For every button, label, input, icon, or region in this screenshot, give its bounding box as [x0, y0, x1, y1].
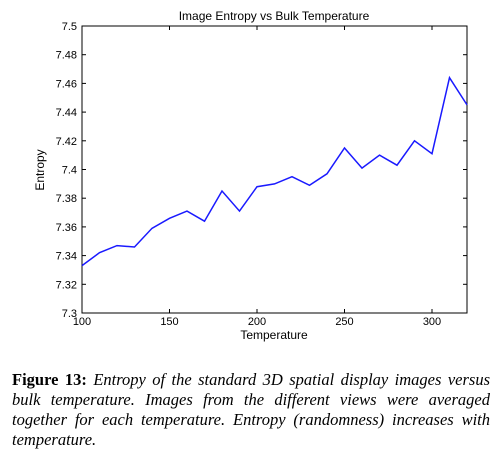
y-tick-label: 7.3 [62, 308, 77, 320]
y-axis-label: Entropy [33, 149, 47, 190]
figure-caption: Figure 13: Entropy of the standard 3D sp… [12, 370, 490, 450]
y-tick-label: 7.4 [62, 165, 77, 177]
entropy-series-line [81, 75, 468, 267]
x-axis-ticks: 100 150 200 250 300 [73, 26, 441, 328]
caption-label: Figure 13: [12, 370, 87, 389]
y-tick-label: 7.44 [56, 107, 77, 119]
y-tick-label: 7.5 [62, 21, 77, 33]
x-tick-label: 200 [248, 316, 266, 328]
plot-area [81, 25, 468, 314]
y-tick-label: 7.34 [56, 251, 77, 263]
x-tick-label: 100 [73, 316, 91, 328]
caption-text: Entropy of the standard 3D spatial displ… [12, 370, 491, 449]
x-tick-label: 250 [335, 316, 353, 328]
y-tick-label: 7.46 [56, 78, 77, 90]
x-axis-label: Temperature [240, 328, 308, 342]
x-tick-label: 150 [160, 316, 178, 328]
chart: 7.3 7.32 7.34 7.36 7.38 7.4 7.42 7.44 7.46 7.48 7.… [33, 9, 468, 342]
y-tick-label: 7.42 [56, 136, 77, 148]
y-tick-label: 7.36 [56, 222, 77, 234]
x-tick-label: 300 [423, 316, 441, 328]
y-tick-label: 7.32 [56, 279, 77, 291]
y-axis-ticks: 7.3 7.32 7.34 7.36 7.38 7.4 7.42 7.44 7.46 7.48 7.… [56, 21, 467, 320]
y-tick-label: 7.38 [56, 193, 77, 205]
y-tick-label: 7.48 [56, 50, 77, 62]
chart-title: Image Entropy vs Bulk Temperature [179, 9, 370, 23]
